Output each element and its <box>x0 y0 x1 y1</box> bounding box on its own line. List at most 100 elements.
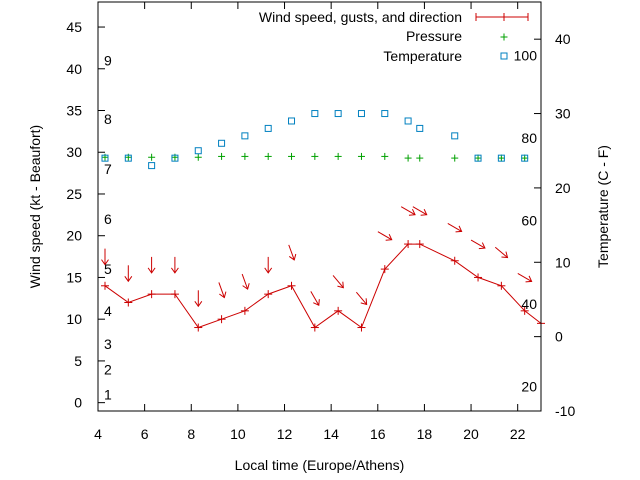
y-tick-label: 5 <box>74 353 82 369</box>
fahrenheit-label: 80 <box>521 130 537 146</box>
x-tick-label: 18 <box>417 426 433 442</box>
gust-direction-arrow <box>147 256 156 274</box>
tick-layer <box>97 2 541 412</box>
pressure-point <box>194 153 202 161</box>
plot-frame <box>97 1 542 412</box>
gust-direction-arrow <box>124 265 133 283</box>
legend-entry-wind: Wind speed, gusts, and direction <box>259 9 462 25</box>
x-tick-label: 8 <box>187 426 195 442</box>
beaufort-label: 8 <box>104 111 112 127</box>
gust-direction-arrow <box>170 256 179 274</box>
pressure-point <box>218 152 226 160</box>
y-tick-label: 25 <box>66 186 82 202</box>
temperature-point <box>288 117 296 125</box>
fahrenheit-label: 60 <box>521 213 537 229</box>
gust-direction-arrow <box>494 246 509 259</box>
x-tick-label: 14 <box>323 426 339 442</box>
y-tick-label: 30 <box>66 144 82 160</box>
fahrenheit-label: 20 <box>521 378 537 394</box>
y2-tick-label: 10 <box>555 254 571 270</box>
pressure-point <box>381 152 389 160</box>
beaufort-label: 1 <box>104 386 112 402</box>
temperature-point <box>241 132 249 140</box>
gust-direction-arrow <box>517 272 533 283</box>
wind-speed-point <box>474 273 483 282</box>
wind-speed-point <box>217 315 226 324</box>
wind-speed-point <box>404 240 413 249</box>
wind-speed-point <box>497 281 506 290</box>
pressure-point <box>521 154 529 162</box>
x-tick-label: 20 <box>463 426 479 442</box>
temperature-point <box>334 110 342 118</box>
wind-speed-point <box>264 290 273 299</box>
wind-speed-point <box>170 290 179 299</box>
gust-direction-arrow <box>101 248 109 266</box>
pressure-point <box>264 152 272 160</box>
legend-swatch-temperature <box>500 52 508 60</box>
wind-speed-point <box>357 323 366 332</box>
wind-speed-point <box>520 306 529 315</box>
wind-speed-point <box>334 306 343 315</box>
x-tick-label: 22 <box>510 426 526 442</box>
pressure-point <box>311 152 319 160</box>
y-tick-label: 0 <box>74 395 82 411</box>
x-axis-label: Local time (Europe/Athens) <box>235 457 405 473</box>
beaufort-label: 3 <box>104 336 112 352</box>
wind-speed-line <box>104 243 542 329</box>
wind-speed-point <box>310 323 319 332</box>
pressure-point <box>497 154 505 162</box>
y-tick-label: 15 <box>66 269 82 285</box>
wind-speed-point <box>194 323 203 332</box>
temperature-point <box>171 154 179 162</box>
legend-entry-pressure: Pressure <box>406 28 462 44</box>
beaufort-label: 2 <box>104 361 112 377</box>
gust-direction-arrow <box>377 231 393 241</box>
y2-tick-label: 0 <box>555 329 563 345</box>
y-tick-label: 20 <box>66 228 82 244</box>
gust-direction-arrow <box>194 290 203 308</box>
gust-direction-arrow <box>288 244 297 261</box>
gust-direction-arrow <box>400 206 416 216</box>
pressure-point <box>241 152 249 160</box>
pressure-point <box>288 152 296 160</box>
legend-swatch-pressure <box>500 33 508 41</box>
gust-direction-arrow <box>470 239 486 250</box>
temperature-point <box>521 154 529 162</box>
beaufort-label: 9 <box>104 52 112 68</box>
beaufort-label: 4 <box>104 303 112 319</box>
temperature-point <box>148 162 156 170</box>
x-tick-label: 16 <box>370 426 386 442</box>
pressure-point <box>334 152 342 160</box>
wind-speed-point <box>100 281 109 290</box>
fahrenheit-label: 40 <box>521 296 537 312</box>
legend-swatches <box>475 13 529 60</box>
temperature-point <box>264 124 272 132</box>
temperature-point <box>451 132 459 140</box>
gust-direction-arrow <box>412 206 428 216</box>
wind-speed-point <box>450 256 459 265</box>
pressure-point <box>474 154 482 162</box>
beaufort-label: 7 <box>104 161 112 177</box>
temperature-point <box>218 139 226 147</box>
y-tick-label: 10 <box>66 311 82 327</box>
fahrenheit-label: 100 <box>514 48 538 64</box>
x-tick-label: 12 <box>277 426 293 442</box>
pressure-point <box>148 153 156 161</box>
y2-tick-label: 40 <box>555 31 571 47</box>
temperature-point <box>404 117 412 125</box>
gust-direction-arrow <box>264 256 273 274</box>
y2-tick-label: 20 <box>555 180 571 196</box>
x-tick-label: 6 <box>141 426 149 442</box>
temperature-point <box>416 124 424 132</box>
temperature-point <box>194 147 202 155</box>
legend: Wind speed, gusts, and direction Pressur… <box>259 9 529 64</box>
pressure-point <box>404 154 412 162</box>
gust-direction-arrow <box>447 222 463 233</box>
temperature-point <box>381 110 389 118</box>
y-axis-label: Wind speed (kt - Beaufort) <box>27 125 43 288</box>
wind-speed-point <box>415 240 424 249</box>
y2-axis-label: Temperature (C - F) <box>595 145 611 268</box>
y-tick-label: 40 <box>66 61 82 77</box>
temperature-point <box>101 154 109 162</box>
pressure-point <box>416 154 424 162</box>
